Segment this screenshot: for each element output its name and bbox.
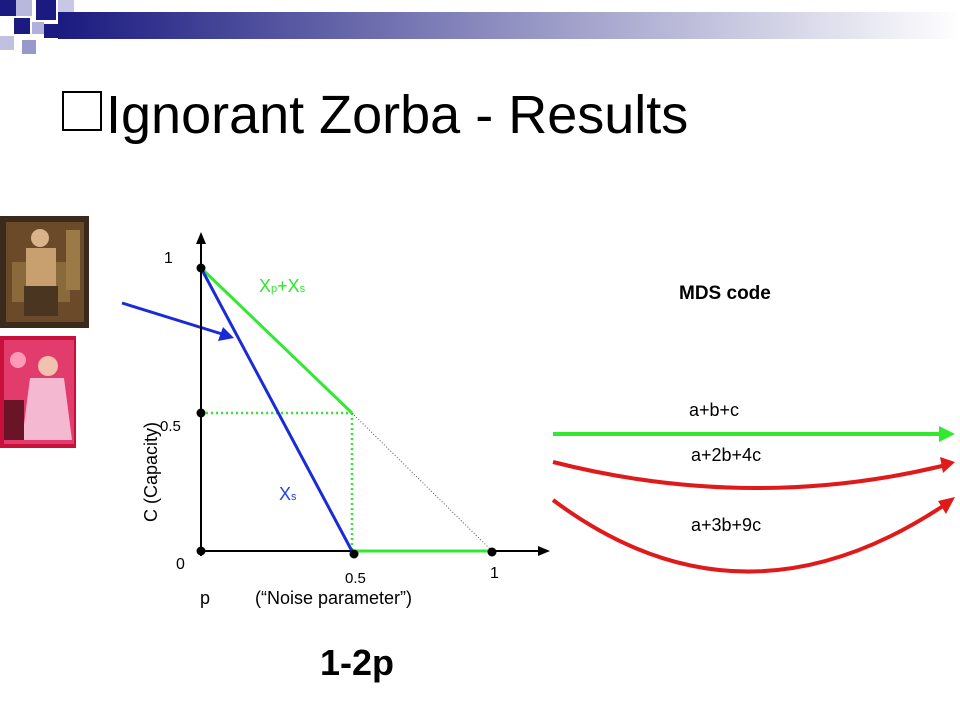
green-curve-label-x: X [259,276,272,296]
y-tick-05: 0.5 [160,418,181,435]
x-tick-05: 0.5 [345,570,366,587]
dotted-guides [201,411,493,552]
mds-code-3: a+3b+9c [691,515,762,535]
mds-code-2: a+2b+4c [691,445,762,465]
point-1-0 [487,547,497,557]
blue-curve-label-x: X [279,484,292,504]
plot-points [196,263,497,559]
header-square-2 [16,0,32,16]
y-axis-arrowhead [196,232,206,244]
mds-heading: MDS code [679,283,771,304]
blue-curve-label-sub-s: s [291,491,297,503]
x-axis-label-desc: (“Noise parameter”) [255,588,413,608]
guide-diagonal [351,412,493,552]
header-square-1 [0,0,16,16]
y-axis-label: C (Capacity) [141,421,161,522]
x-tick-1: 1 [490,565,499,582]
slide-title: Ignorant Zorba - Results [62,88,688,142]
mds-arrows [551,426,955,574]
header-gradient-bar [58,12,960,39]
point-0-1 [196,263,206,273]
plot-axes [196,232,550,556]
header-square-6 [32,22,44,34]
header-square-8 [44,24,58,38]
y-tick-1: 1 [164,250,173,267]
green-curve-label-sub-p: p [271,283,278,295]
curve-green-xp-plus-xs [199,266,492,553]
green-curve-label: Xp+Xs [259,277,305,295]
mds-code-1: a+b+c [689,400,740,420]
pointer-arrow [121,301,234,341]
title-bullet-box [62,91,102,131]
formula-1-2p: 1-2p [320,642,395,683]
header-square-3 [36,0,56,20]
header-square-7 [0,36,14,50]
header-decoration [0,0,960,54]
green-curve-label-plus: +X [277,276,300,296]
photo-zorba-ignorant [0,216,89,328]
arrow-red-2 [551,498,945,574]
x-axis-label-p: p [200,588,211,608]
photo-woman [0,336,76,448]
header-square-5 [14,18,30,34]
blue-curve-label: Xs [279,485,297,503]
point-0-0 [196,546,206,556]
curve-blue-xs [199,267,355,554]
x-axis-arrowhead [538,546,550,556]
header-square-4 [58,0,74,12]
slide-title-text: Ignorant Zorba - Results [106,85,689,145]
green-curve-label-sub-s: s [299,283,306,295]
y-tick-0: 0 [176,556,185,573]
header-square-9 [22,40,36,54]
point-05-0 [349,549,359,559]
point-0-05 [196,408,206,418]
arrow-red-1 [552,460,943,490]
